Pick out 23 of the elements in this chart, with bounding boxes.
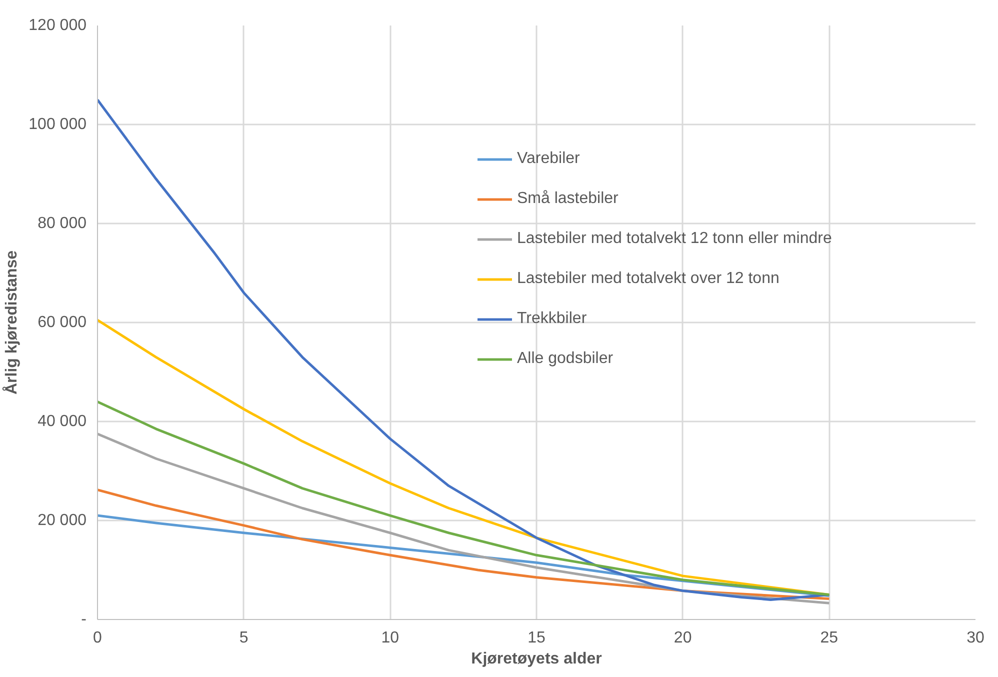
legend-label: Trekkbiler [517,310,587,328]
x-tick-label: 0 [93,630,102,646]
y-tick-label: - [81,611,86,628]
legend-label: Lastebiler med totalvekt over 12 tonn [517,270,780,288]
y-tick-label: 120 000 [28,17,87,34]
y-tick-label: 40 000 [38,413,87,430]
y-tick-label: 80 000 [38,215,87,232]
legend-label: Lastebiler med totalvekt 12 tonn eller mindre [517,230,832,248]
y-tick-label: 60 000 [38,314,87,331]
y-tick-label: 20 000 [38,512,87,529]
x-tick-label: 5 [239,630,248,646]
x-tick-label: 30 [966,630,984,646]
y-axis-title: Årlig kjøredistanse [2,250,21,395]
x-tick-label: 10 [381,630,400,646]
y-tick-label: 100 000 [28,116,87,133]
legend-label: Alle godsbiler [517,350,614,368]
legend-label: Varebiler [517,150,580,168]
legend-label: Små lastebiler [517,190,618,208]
x-axis-title: Kjøretøyets alder [471,650,602,668]
x-tick-label: 15 [528,630,546,646]
line-series [98,400,830,596]
x-tick-label: 20 [674,630,692,646]
x-tick-label: 25 [820,630,838,646]
